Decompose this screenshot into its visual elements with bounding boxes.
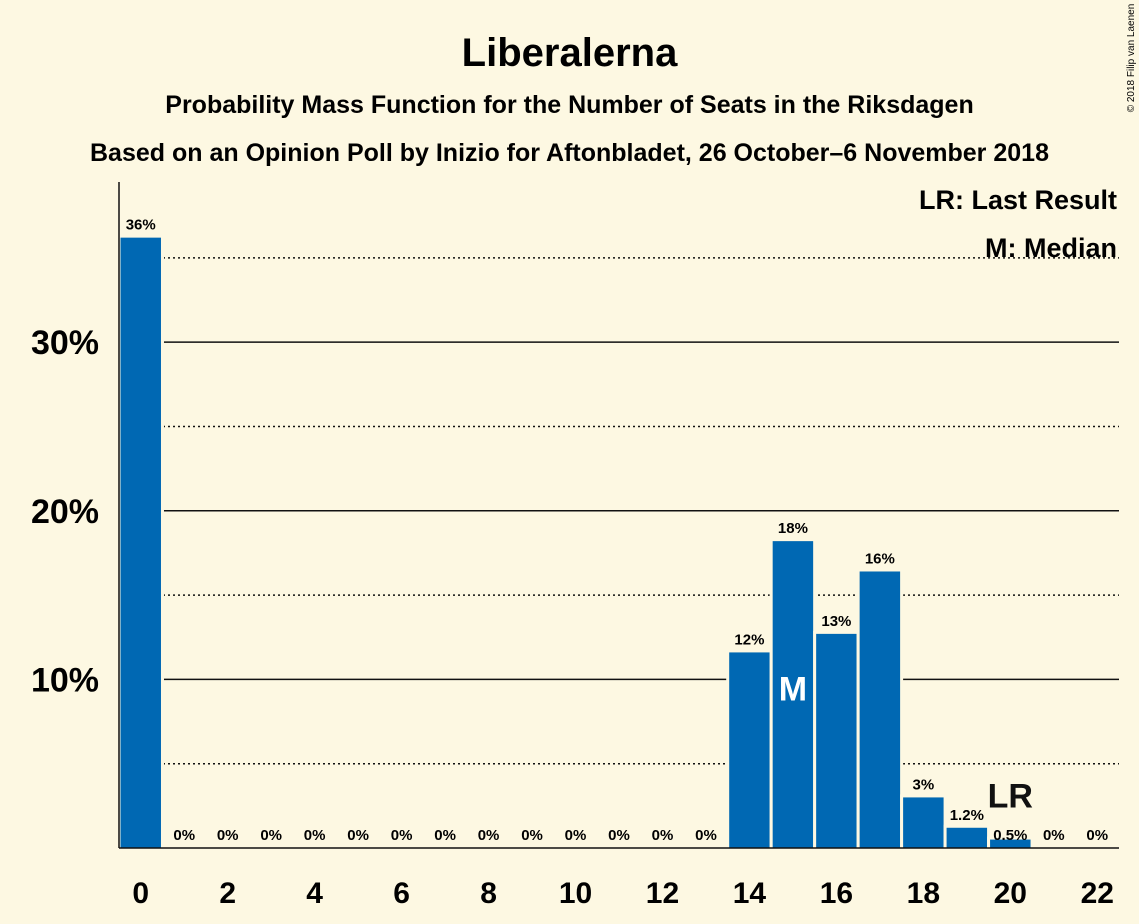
y-tick-label: 30% (31, 324, 99, 362)
legend-median: M: Median (985, 233, 1117, 263)
x-tick-label: 10 (559, 877, 592, 910)
data-label-seat-5: 0% (347, 827, 369, 844)
bar-seat-0 (120, 237, 161, 848)
data-label-seat-0: 36% (126, 217, 156, 234)
data-label-seat-11: 0% (608, 827, 630, 844)
data-label-seat-2: 0% (217, 827, 239, 844)
data-label-seat-14: 12% (734, 631, 764, 648)
last-result-marker: LR (988, 778, 1033, 816)
x-tick-label: 18 (907, 877, 940, 910)
data-label-seat-20: 0.5% (993, 827, 1027, 844)
data-label-seat-13: 0% (695, 827, 717, 844)
data-label-seat-6: 0% (391, 827, 413, 844)
x-tick-label: 20 (994, 877, 1027, 910)
y-tick-label: 10% (31, 661, 99, 699)
data-labels: 36% 0% 0% 0% 0% 0% 0% 0% 0% 0% 0% 0% 0% 0% 12% 18% 13% 16… (126, 217, 1108, 844)
x-tick-label: 4 (306, 877, 323, 910)
median-marker: M (779, 671, 807, 709)
x-tick-label: 12 (646, 877, 679, 910)
x-tick-label: 0 (132, 877, 149, 910)
data-label-seat-12: 0% (652, 827, 674, 844)
x-tick-label: 16 (820, 877, 853, 910)
copyright-notice: © 2018 Filip van Laenen (1126, 4, 1137, 113)
data-label-seat-22: 0% (1086, 827, 1108, 844)
x-tick-label: 14 (733, 877, 767, 910)
data-label-seat-15: 18% (778, 520, 808, 537)
data-label-seat-3: 0% (260, 827, 282, 844)
data-label-seat-9: 0% (521, 827, 543, 844)
data-label-seat-8: 0% (478, 827, 500, 844)
x-tick-label: 8 (480, 877, 497, 910)
bar-seat-16 (816, 633, 857, 848)
x-tick-label: 6 (393, 877, 410, 910)
markers: M LR (779, 671, 1033, 816)
bar-seat-17 (859, 571, 901, 848)
y-axis-ticks: 10% 20% 30% (31, 324, 99, 699)
bar-seat-20 (990, 839, 1031, 848)
bar-seat-18 (903, 797, 944, 848)
gridlines (163, 257, 1119, 765)
x-axis-ticks: 0 2 4 6 8 10 12 14 16 18 20 22 (132, 877, 1114, 910)
data-label-seat-18: 3% (913, 776, 935, 793)
bar-seat-14 (729, 652, 770, 848)
bar-seat-19 (946, 827, 988, 848)
chart-source-line: Based on an Opinion Poll by Inizio for A… (90, 139, 1049, 167)
data-label-seat-4: 0% (304, 827, 326, 844)
data-label-seat-7: 0% (434, 827, 456, 844)
x-tick-label: 2 (219, 877, 236, 910)
y-tick-label: 20% (31, 493, 99, 531)
bars (117, 234, 1034, 848)
data-label-seat-21: 0% (1043, 827, 1065, 844)
chart-title: Liberalerna (462, 31, 678, 75)
data-label-seat-19: 1.2% (950, 807, 984, 824)
data-label-seat-1: 0% (173, 827, 195, 844)
data-label-seat-10: 0% (565, 827, 587, 844)
legend-last-result: LR: Last Result (919, 185, 1117, 215)
bar-seat-15 (772, 541, 814, 848)
chart-subtitle: Probability Mass Function for the Number… (165, 91, 973, 119)
data-label-seat-17: 16% (865, 550, 895, 567)
x-tick-label: 22 (1081, 877, 1114, 910)
data-label-seat-16: 13% (821, 613, 851, 630)
